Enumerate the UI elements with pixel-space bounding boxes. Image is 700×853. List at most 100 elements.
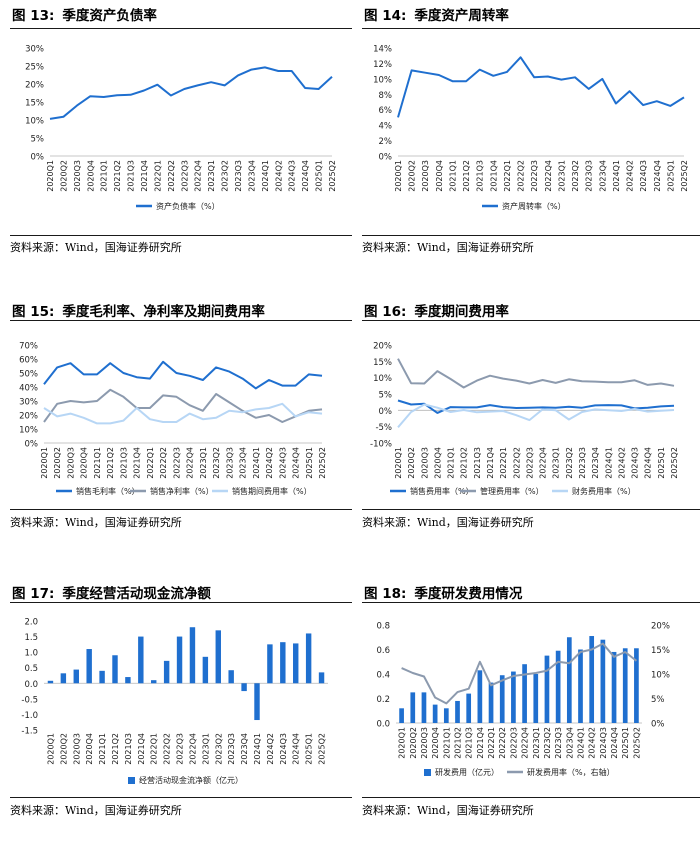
fig16-xtick-label: 2022Q2 (512, 447, 521, 479)
fig13-ytick-label: 25% (25, 63, 44, 73)
fig16-xtick-label: 2025Q1 (657, 447, 666, 479)
fig18-y2tick-label: 0% (651, 720, 665, 730)
figure-16-panel: 图 16: 季度期间费用率 -10% -5% 0% 5% 10% 15% 20% 2020Q1 2… (362, 296, 700, 571)
fig14-xtick-label: 2022Q4 (544, 160, 553, 192)
fig18-bar (455, 700, 460, 723)
figure-17-chart: -1.5 -1.0 -0.5 0.0 0.5 1.0 1.5 2.0 2020Q1 2020Q2 2… (21, 618, 328, 785)
fig17-xtick-label: 2021Q2 (111, 733, 120, 765)
fig16-xtick-label: 2022Q3 (525, 447, 534, 479)
fig17-bar (215, 630, 221, 684)
fig18-xtick-label: 2022Q2 (498, 727, 507, 759)
fig15-xtick-label: 2021Q1 (93, 447, 102, 479)
figure-18-title: 图 18: 季度研发费用情况 (364, 582, 522, 602)
fig15-xtick-label: 2021Q4 (133, 447, 142, 479)
figure-15-title-text: 季度毛利率、净利率及期间费用率 (62, 304, 265, 320)
fig16-legend-label: 销售费用率（%） (410, 486, 474, 496)
fig15-xtick-label: 2023Q4 (239, 447, 248, 479)
fig16-xtick-label: 2022Q1 (499, 447, 508, 479)
figure-14-title-text: 季度资产周转率 (414, 8, 509, 24)
fig15-xtick-label: 2023Q1 (199, 447, 208, 479)
fig16-xtick-label: 2023Q3 (578, 447, 587, 479)
fig18-xtick-label: 2025Q2 (632, 727, 641, 759)
fig16-xtick-label: 2025Q2 (670, 447, 679, 479)
fig18-xtick-label: 2022Q3 (509, 727, 518, 759)
fig17-bar (86, 649, 92, 684)
fig16-xtick-label: 2020Q4 (433, 447, 442, 479)
figure-13-panel: 图 13: 季度资产负债率 0% 5% 10% 15% 20% 25% 30% 2020Q1 20… (10, 0, 352, 275)
fig15-xtick-label: 2022Q2 (159, 447, 168, 479)
fig14-ytick-label: 6% (379, 106, 393, 116)
fig13-xtick-label: 2022Q1 (153, 160, 162, 192)
fig13-xtick-label: 2024Q2 (274, 160, 283, 192)
fig17-xtick-label: 2024Q4 (292, 733, 301, 765)
fig14-xtick-label: 2024Q1 (612, 160, 621, 192)
figure-16-bottom-rule (362, 509, 700, 510)
fig13-series-line-1 (49, 66, 333, 120)
fig17-xtick-label: 2020Q1 (46, 733, 55, 765)
fig17-bar (254, 683, 260, 721)
fig13-xtick-label: 2021Q2 (113, 160, 122, 192)
fig15-ytick-label: 60% (19, 356, 38, 366)
figure-14-panel: 图 14: 季度资产周转率 0% 2% 4% 6% 8% 10% 12% 14% 2020Q1 20… (362, 0, 700, 275)
fig18-y2tick-label: 10% (651, 671, 670, 681)
fig18-xtick-label: 2024Q1 (577, 727, 586, 759)
figure-17-number: 图 17: (12, 586, 55, 602)
fig18-bar (488, 682, 494, 723)
figure-13-source: 资料来源：Wind，国海证券研究所 (10, 241, 182, 254)
fig18-xtick-label: 2024Q3 (599, 727, 608, 759)
fig18-ytick-label: 0.0 (376, 720, 390, 730)
figure-14-top-rule (362, 28, 700, 29)
fig16-xtick-label: 2022Q4 (539, 447, 548, 479)
figure-18-title-text: 季度研发费用情况 (414, 586, 523, 602)
fig14-xtick-label: 2022Q1 (503, 160, 512, 192)
fig17-bar (280, 642, 286, 684)
fig18-bar (589, 636, 595, 723)
fig14-xtick-label: 2020Q2 (408, 160, 417, 192)
fig18-xtick-label: 2023Q4 (565, 727, 574, 759)
fig17-ytick-label: 1.0 (24, 649, 38, 659)
fig17-xtick-label: 2023Q4 (240, 733, 249, 765)
fig18-bar (578, 649, 583, 723)
fig18-xtick-label: 2023Q2 (543, 727, 552, 759)
figure-13-title-text: 季度资产负债率 (62, 8, 157, 24)
fig13-xtick-label: 2020Q1 (46, 160, 55, 192)
fig17-bar (112, 655, 118, 684)
fig14-xtick-label: 2024Q2 (626, 160, 635, 192)
fig13-xtick-label: 2024Q1 (261, 160, 270, 192)
fig14-legend-label: 资产周转率（%） (502, 201, 566, 211)
fig17-xtick-label: 2022Q2 (163, 733, 172, 765)
fig16-series-line-3 (397, 403, 675, 428)
fig17-ytick-label: -0.5 (21, 695, 38, 705)
fig14-ytick-label: 10% (373, 75, 392, 85)
fig16-xtick-label: 2023Q2 (565, 447, 574, 479)
fig17-ytick-label: 2.0 (24, 618, 38, 628)
fig17-legend-label: 经营活动现金流净额（亿元） (139, 775, 243, 785)
fig17-bar (151, 680, 157, 684)
fig18-y2tick-label: 15% (651, 646, 670, 656)
fig18-bar (432, 704, 438, 723)
figure-15-chart: 0% 10% 20% 30% 40% 50% 60% 70% 2020Q1 2020Q2 2020Q… (19, 342, 327, 497)
fig13-ytick-label: 10% (25, 117, 44, 127)
fig15-legend-label: 销售毛利率（%） (76, 486, 140, 496)
fig15-series-line-2 (43, 388, 323, 423)
fig17-bar (318, 672, 325, 684)
fig14-ytick-label: 12% (373, 60, 392, 70)
fig17-bar (293, 643, 299, 684)
figure-15-panel: 图 15: 季度毛利率、净利率及期间费用率 0% 10% 20% 30% 40% 50% 60… (10, 296, 352, 571)
fig13-xtick-label: 2021Q3 (127, 160, 136, 192)
fig15-legend-label: 销售净利率（%） (150, 486, 214, 496)
figure-15-top-rule (10, 320, 352, 321)
fig18-legend-label: 研发费用率（%，右轴） (527, 767, 615, 777)
fig17-bar (305, 633, 312, 684)
fig18-bar (533, 674, 539, 723)
fig15-xtick-label: 2023Q3 (225, 447, 234, 479)
fig18-bar (466, 693, 472, 723)
fig15-xtick-label: 2024Q3 (278, 447, 287, 479)
fig16-xtick-label: 2021Q2 (460, 447, 469, 479)
fig18-ytick-label: 0.4 (376, 671, 390, 681)
fig16-xtick-label: 2024Q3 (631, 447, 640, 479)
figure-13-top-rule (10, 28, 352, 29)
figure-18-source: 资料来源：Wind，国海证券研究所 (362, 804, 534, 817)
fig14-xtick-label: 2021Q3 (476, 160, 485, 192)
fig17-bar (267, 644, 273, 684)
